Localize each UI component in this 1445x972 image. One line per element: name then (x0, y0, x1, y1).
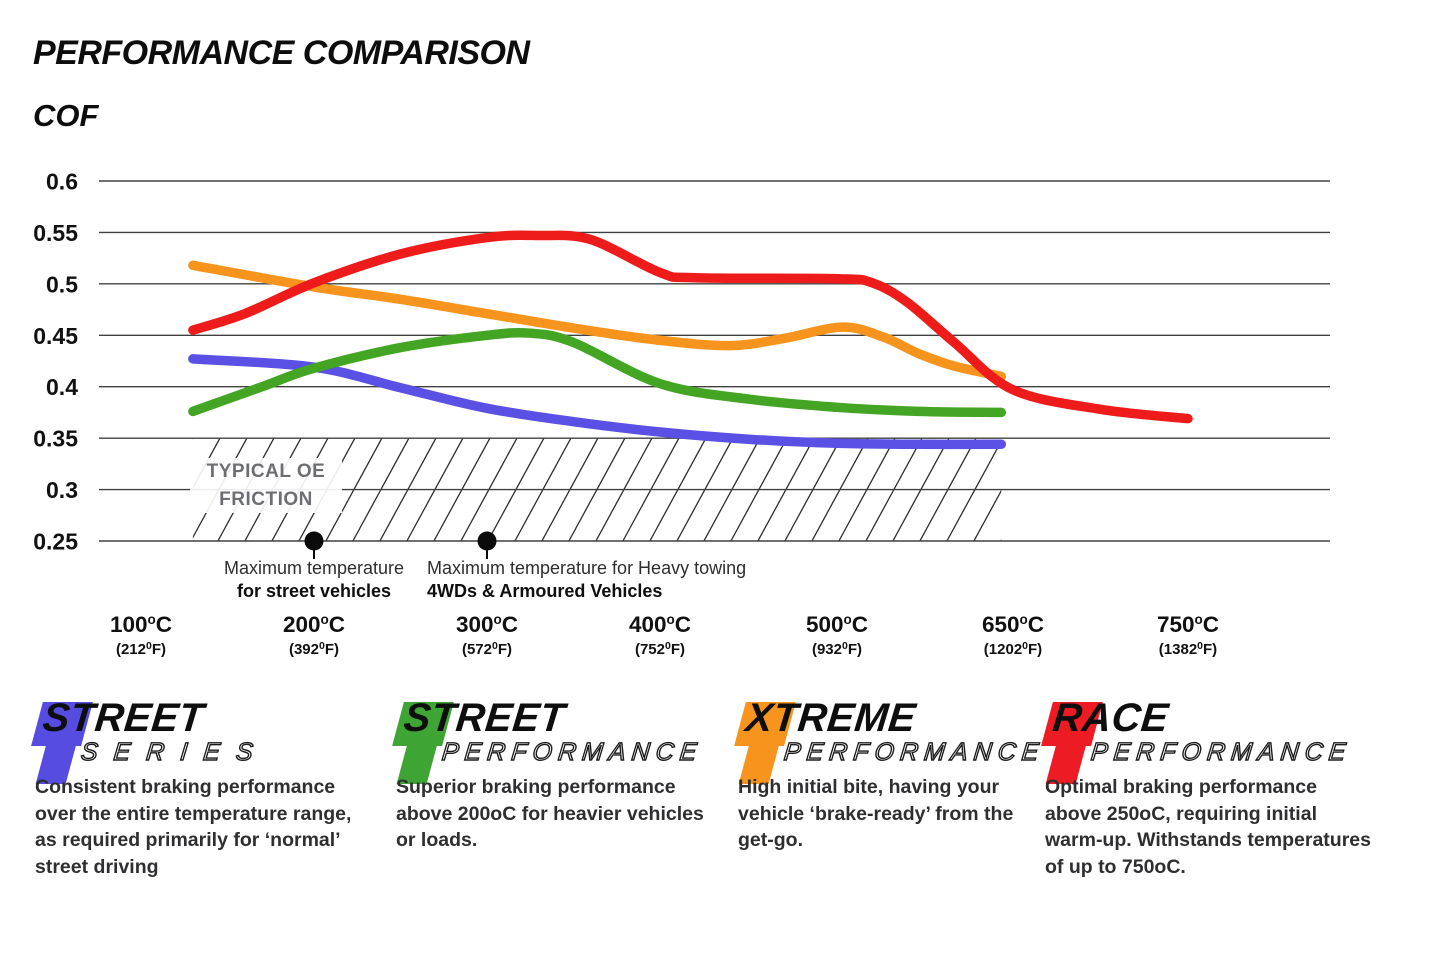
legend-street-series: STREET SERIES Consistent braking perform… (31, 696, 367, 878)
street-series-logo: STREET SERIES (31, 696, 367, 784)
series-line-xtreme-performance (188, 260, 1007, 382)
typical-oe-line1: TYPICAL OE (206, 461, 326, 482)
xtreme-performance-description: High initial bite, having your vehicle ‘… (738, 776, 1014, 852)
xtreme-performance-word1: XTREME (743, 696, 919, 740)
xtreme-performance-word2: PERFORMANCE (782, 737, 1047, 766)
x-tick-label-c: 750oC (1157, 612, 1219, 637)
x-tick-label-f: (13820F) (1159, 640, 1217, 658)
x-tick-label-f: (5720F) (462, 640, 512, 658)
y-axis-title: COF (33, 98, 99, 133)
max-temp-marker (477, 531, 497, 551)
legend-xtreme-performance: XTREME PERFORMANCE High initial bite, ha… (734, 696, 1047, 851)
annotation-line2: 4WDs & Armoured Vehicles (427, 581, 662, 601)
x-tick-label-f: (3920F) (289, 640, 339, 658)
y-tick-label: 0.35 (33, 426, 78, 452)
street-performance-word2: PERFORMANCE (440, 737, 705, 766)
y-tick-label: 0.3 (46, 477, 78, 503)
x-tick-label-c: 400oC (629, 612, 691, 637)
street-series-word2: SERIES (79, 737, 271, 766)
street-performance-logo: STREET PERFORMANCE (392, 696, 726, 784)
race-performance-word1: RACE (1050, 696, 1171, 740)
annotation-line2: for street vehicles (237, 581, 391, 601)
y-tick-label: 0.45 (33, 323, 78, 349)
series-line-race-performance (188, 230, 1193, 424)
street-performance-word1: STREET (401, 696, 568, 740)
legend-street-performance: STREET PERFORMANCE Superior braking perf… (392, 696, 726, 851)
x-tick-label-f: (2120F) (116, 640, 166, 658)
max-temp-marker (304, 531, 324, 551)
page-title: PERFORMANCE COMPARISON (33, 34, 530, 72)
y-tick-label: 0.25 (33, 529, 78, 555)
race-performance-description: Optimal braking performance above 250oC,… (1045, 776, 1371, 879)
performance-chart: 0.6 0.55 0.5 0.45 0.4 0.35 0.3 0.25 Maximum temp… (33, 169, 1330, 658)
x-tick-label-c: 300oC (456, 612, 518, 637)
race-performance-logo: RACE PERFORMANCE (1041, 696, 1375, 784)
typical-oe-friction-label: TYPICAL OE FRICTION (190, 458, 342, 514)
series-line-street-series (188, 354, 1007, 450)
x-tick-label-f: (7520F) (635, 640, 685, 658)
annotation-line1: Maximum temperature for Heavy towing (427, 558, 746, 578)
x-tick-label-c: 200oC (283, 612, 345, 637)
x-tick-label-f: (12020F) (984, 640, 1042, 658)
xtreme-performance-logo: XTREME PERFORMANCE (734, 696, 1047, 784)
x-tick-label-c: 100oC (110, 612, 172, 637)
street-series-word1: STREET (40, 696, 207, 740)
annotation-line1: Maximum temperature (224, 558, 404, 578)
street-series-description: Consistent braking performance over the … (35, 776, 352, 879)
x-tick-label-c: 650oC (982, 612, 1044, 637)
x-tick-label-c: 500oC (806, 612, 868, 637)
y-tick-label: 0.5 (46, 271, 78, 297)
x-tick-label-f: (9320F) (812, 640, 862, 658)
street-performance-description: Superior braking performance above 200oC… (396, 776, 704, 852)
y-tick-label: 0.6 (46, 169, 78, 195)
typical-oe-line2: FRICTION (219, 488, 313, 510)
y-tick-label: 0.55 (33, 220, 78, 246)
y-tick-label: 0.4 (46, 374, 78, 400)
series-line-street-performance (188, 327, 1007, 418)
legend-race-performance: RACE PERFORMANCE Optimal braking perform… (1041, 696, 1375, 878)
race-performance-word2: PERFORMANCE (1089, 737, 1354, 766)
